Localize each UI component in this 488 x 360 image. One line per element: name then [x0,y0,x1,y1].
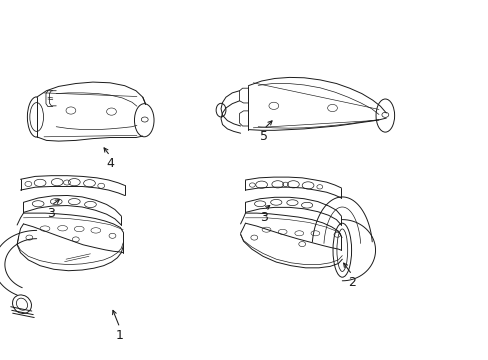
Text: 3: 3 [47,207,55,220]
Text: 1: 1 [116,329,123,342]
Text: 5: 5 [260,130,267,143]
Text: 3: 3 [260,211,267,224]
Text: 2: 2 [347,276,355,289]
Text: 4: 4 [106,157,114,170]
